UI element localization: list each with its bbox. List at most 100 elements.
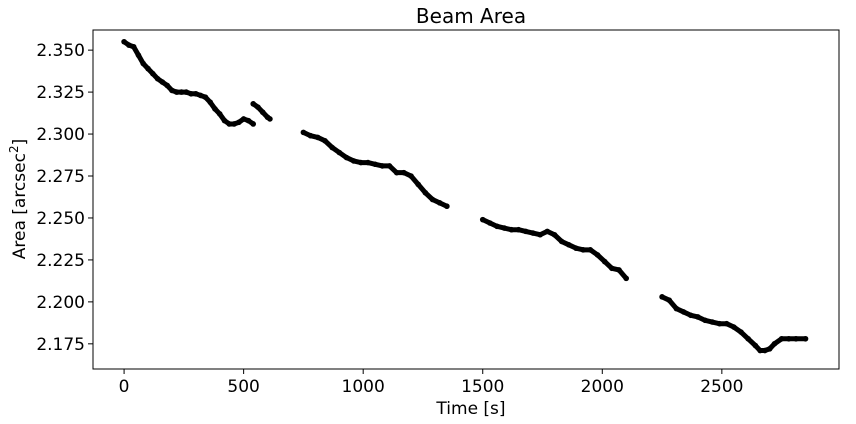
data-point [771,341,778,347]
data-point [580,247,586,253]
data-point [231,121,237,127]
data-point [762,347,768,354]
data-point [221,117,228,124]
segment-trace [121,39,256,127]
data-point [415,181,421,188]
data-point [687,312,694,319]
y-tick-label: 2.350 [36,41,85,61]
data-point [329,144,335,151]
data-point [766,346,773,352]
data-point [393,169,400,176]
series-segment [659,294,809,354]
data-point [169,87,175,94]
data-point [202,94,209,100]
segment-trace [659,294,809,354]
data-point [212,106,218,112]
y-tick-label: 2.225 [36,251,85,271]
data-point [250,121,256,127]
y-tick-label: 2.200 [36,293,85,313]
y-axis: 2.175 2.200 2.225 2.250 2.275 2.300 2.325 2.350 [36,41,93,355]
data-point [587,247,594,253]
data-point [343,154,350,161]
data-point [745,335,751,342]
x-tick-label: 0 [119,377,130,397]
data-point [793,335,799,342]
data-point [135,52,142,58]
data-point [723,320,730,327]
data-point [702,317,708,324]
data-point [515,226,522,233]
chart-title: Beam Area [416,4,526,28]
y-axis-label-superscript: 2 [7,145,21,153]
data-point [609,265,615,272]
data-point [429,196,436,203]
data-point [365,159,371,166]
x-tick-label: 1500 [461,377,504,397]
data-point [479,216,486,223]
data-point [730,324,737,330]
data-point [530,230,536,236]
data-point [757,347,763,354]
data-point [255,104,261,110]
data-point [240,116,247,122]
plot-frame [92,29,840,370]
data-point [623,275,629,282]
series-segment [479,216,629,282]
data-point [357,159,364,166]
data-point [322,137,328,144]
data-point [408,173,414,179]
series-segment [121,38,256,127]
data-point [566,242,572,248]
y-tick-label: 2.275 [36,167,85,187]
data-point [236,119,242,126]
data-point [422,189,429,196]
data-point [444,203,450,210]
data-point [145,65,151,72]
data-point [386,163,393,169]
data-point [267,116,273,122]
data-point [551,231,558,238]
data-point [314,134,321,141]
data-point [173,89,180,95]
data-point [594,252,601,258]
data-point [193,90,199,97]
data-point [130,43,137,50]
data-point [709,319,716,325]
data-point [183,89,190,95]
x-axis: 0 500 1000 1500 2000 2500 [119,369,743,397]
data-point [436,200,443,206]
data-point [126,42,132,48]
data-point [226,121,233,127]
data-point [716,320,723,327]
x-tick-label: 500 [227,377,259,397]
data-point [154,75,161,82]
series-segment [300,129,450,210]
y-tick-label: 2.325 [36,83,85,103]
y-tick-label: 2.300 [36,125,85,145]
data-point [537,231,543,238]
data-point [616,267,622,273]
data-point [738,329,744,335]
data-point [372,161,378,168]
series-segment [250,101,273,122]
data-point [508,226,515,233]
data-point [178,89,185,95]
data-point [250,101,256,107]
plot-layer [121,38,809,354]
data-point [379,163,386,169]
data-point [401,169,407,176]
data-point [336,149,343,156]
data-point [300,129,307,136]
data-point [501,225,508,231]
data-point [207,99,213,105]
data-point [494,223,500,230]
data-point [245,117,252,124]
y-tick-label: 2.250 [36,209,85,229]
data-point [216,111,223,117]
data-point [558,238,565,245]
x-tick-label: 2500 [700,377,743,397]
data-point [159,79,166,85]
data-point [778,335,785,342]
data-point [785,335,792,342]
